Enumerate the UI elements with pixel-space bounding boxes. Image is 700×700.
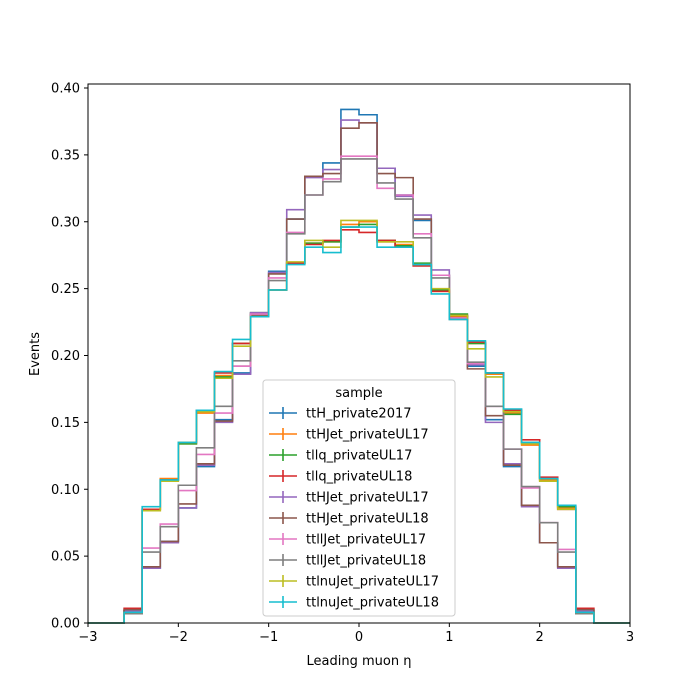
legend-label: ttlnuJet_privateUL18	[306, 596, 439, 611]
legend-entry: ttH_private2017	[269, 407, 412, 422]
legend-entry: tllq_privateUL18	[269, 470, 412, 485]
legend-entry: ttllJet_privateUL18	[269, 554, 426, 569]
legend-label: ttlnuJet_privateUL17	[306, 575, 439, 590]
legend-entry: ttHJet_privateUL17	[269, 491, 429, 506]
legend-title: sample	[335, 386, 382, 401]
legend-entry: ttHJet_privateUL18	[269, 512, 429, 527]
legend-label: ttllJet_privateUL18	[306, 554, 426, 569]
legend-label: ttHJet_privateUL17	[306, 491, 429, 506]
y-tick-label: 0.05	[51, 550, 80, 565]
legend-entry: ttlnuJet_privateUL18	[269, 596, 439, 611]
legend-entry: tllq_privateUL17	[269, 449, 412, 464]
legend-entry: ttllJet_privateUL17	[269, 533, 426, 548]
series-line-6	[88, 155, 630, 624]
legend-label: ttllJet_privateUL17	[306, 533, 426, 548]
x-tick-label: 3	[626, 630, 634, 645]
legend-box	[262, 379, 456, 617]
y-tick-label: 0.35	[51, 148, 80, 163]
y-tick-label: 0.25	[51, 282, 80, 297]
y-tick-label: 0.20	[51, 349, 80, 364]
y-axis-label: Events	[28, 332, 43, 376]
y-tick-label: 0.30	[51, 215, 80, 230]
y-axis: 0.00 0.05 0.10 0.15 0.20 0.25 0.30 0.35 0.40	[51, 82, 88, 632]
x-tick-label: 1	[445, 630, 453, 645]
series-line-7	[88, 158, 630, 624]
y-tick-label: 0.00	[51, 617, 80, 632]
legend-label: tllq_privateUL18	[306, 470, 412, 485]
legend-label: tllq_privateUL17	[306, 449, 412, 464]
plot-area	[88, 108, 630, 624]
x-tick-label: 0	[355, 630, 363, 645]
series-line-9	[88, 226, 630, 624]
legend-items: ttH_private2017 ttHJet_privateUL17 tllq_pr…	[269, 407, 439, 611]
series-line-5	[88, 121, 630, 624]
x-axis-label: Leading muon η	[307, 654, 412, 669]
x-tick-label: −1	[259, 630, 278, 645]
x-axis: −3 −2 −1 0 1 2 3	[78, 623, 634, 645]
legend-entry: ttlnuJet_privateUL17	[269, 575, 439, 590]
y-tick-label: 0.15	[51, 416, 80, 431]
legend-label: ttHJet_privateUL18	[306, 512, 429, 527]
legend-label: ttHJet_privateUL17	[306, 428, 429, 443]
x-tick-label: −3	[78, 630, 97, 645]
legend-entry: ttHJet_privateUL17	[269, 428, 429, 443]
x-tick-label: 2	[536, 630, 544, 645]
x-tick-label: −2	[169, 630, 188, 645]
legend-label: ttH_private2017	[306, 407, 412, 422]
series-line-4	[88, 119, 630, 624]
y-tick-label: 0.10	[51, 483, 80, 498]
y-tick-label: 0.40	[51, 82, 80, 97]
legend: sample ttH_private2017 ttHJet_privateUL17…	[262, 379, 456, 617]
